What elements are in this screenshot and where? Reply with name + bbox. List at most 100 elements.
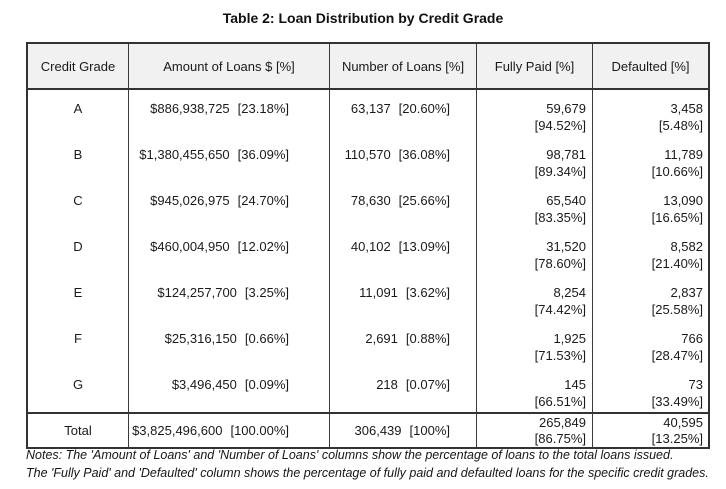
fully-paid-value: 145 (564, 377, 586, 392)
cell-defaulted: 73 [33.49%] (593, 366, 708, 412)
cell-fully-paid: 31,520 [78.60%] (477, 228, 593, 274)
defaulted-pct: [21.40%] (651, 256, 703, 271)
number-value: 78,630 (350, 193, 391, 208)
number-pct: [0.88%] (405, 331, 450, 346)
loan-distribution-table: Credit Grade Amount of Loans $ [%] Numbe… (26, 42, 710, 449)
fully-paid-pct: [71.53%] (534, 348, 586, 363)
fully-paid-value: 59,679 (546, 101, 586, 116)
cell-fully-paid: 8,254 [74.42%] (477, 274, 593, 320)
cell-amount: $1,380,455,650 [36.09%] (129, 136, 330, 182)
notes-line-1: Notes: The 'Amount of Loans' and 'Number… (26, 448, 674, 462)
table-title: Table 2: Loan Distribution by Credit Gra… (222, 10, 504, 26)
cell-grade: A (28, 90, 129, 136)
number-pct: [36.08%] (398, 147, 450, 162)
defaulted-value: 40,595 (663, 415, 703, 430)
header-fully-paid: Fully Paid [%] (477, 44, 593, 88)
header-credit-grade: Credit Grade (28, 44, 129, 88)
number-value: 63,137 (350, 101, 391, 116)
cell-fully-paid: 65,540 [83.35%] (477, 182, 593, 228)
cell-number-total: 306,439 [100%] (330, 414, 477, 447)
number-pct: [13.09%] (398, 239, 450, 254)
fully-paid-pct: [74.42%] (534, 302, 586, 317)
table-header-row: Credit Grade Amount of Loans $ [%] Numbe… (28, 44, 708, 90)
defaulted-value: 73 (688, 377, 703, 392)
amount-value: $25,316,150 (164, 331, 237, 346)
cell-defaulted: 13,090 [16.65%] (593, 182, 708, 228)
cell-fully-paid: 59,679 [94.52%] (477, 90, 593, 136)
amount-pct: [23.18%] (237, 101, 289, 116)
table-row-grade-b: B $1,380,455,650 [36.09%] 110,570 [36.08%]… (28, 136, 708, 182)
fully-paid-pct: [86.75%] (534, 431, 586, 446)
fully-paid-value: 8,254 (553, 285, 586, 300)
amount-pct: [36.09%] (237, 147, 289, 162)
fully-paid-value: 31,520 (546, 239, 586, 254)
cell-number: 63,137 [20.60%] (330, 90, 477, 136)
number-value: 110,570 (344, 147, 391, 162)
cell-grade-total: Total (28, 414, 129, 447)
number-pct: [3.62%] (405, 285, 450, 300)
table-row-grade-d: D $460,004,950 [12.02%] 40,102 [13.09%] 31… (28, 228, 708, 274)
cell-number: 78,630 [25.66%] (330, 182, 477, 228)
fully-paid-value: 65,540 (546, 193, 586, 208)
amount-value: $3,825,496,600 (132, 423, 223, 438)
fully-paid-pct: [94.52%] (534, 118, 586, 133)
fully-paid-value: 265,849 (539, 415, 586, 430)
defaulted-pct: [5.48%] (658, 118, 703, 133)
cell-defaulted: 8,582 [21.40%] (593, 228, 708, 274)
header-defaulted: Defaulted [%] (611, 58, 690, 74)
defaulted-pct: [28.47%] (651, 348, 703, 363)
amount-value: $945,026,975 (150, 193, 230, 208)
fully-paid-pct: [78.60%] (534, 256, 586, 271)
cell-number: 2,691 [0.88%] (330, 320, 477, 366)
number-value: 40,102 (350, 239, 391, 254)
number-pct: [25.66%] (398, 193, 450, 208)
number-value: 306,439 (354, 423, 402, 438)
cell-fully-paid: 98,781 [89.34%] (477, 136, 593, 182)
number-pct: [100%] (409, 423, 450, 438)
cell-grade: C (28, 182, 129, 228)
cell-grade: B (28, 136, 129, 182)
defaulted-value: 3,458 (670, 101, 703, 116)
cell-grade: F (28, 320, 129, 366)
table-row-grade-e: E $124,257,700 [3.25%] 11,091 [3.62%] 8,25… (28, 274, 708, 320)
number-pct: [20.60%] (398, 101, 450, 116)
defaulted-value: 13,090 (663, 193, 703, 208)
cell-amount: $460,004,950 [12.02%] (129, 228, 330, 274)
amount-pct: [0.09%] (244, 377, 289, 392)
cell-number: 110,570 [36.08%] (330, 136, 477, 182)
defaulted-pct: [16.65%] (651, 210, 703, 225)
defaulted-value: 11,789 (664, 147, 703, 162)
defaulted-pct: [10.66%] (651, 164, 703, 179)
cell-amount: $25,316,150 [0.66%] (129, 320, 330, 366)
header-number-of-loans: Number of Loans [%] (330, 44, 477, 88)
notes-line-2: The 'Fully Paid' and 'Defaulted' column … (26, 465, 709, 480)
table-row-grade-g: G $3,496,450 [0.09%] 218 [0.07%] 145 [66.51… (28, 366, 708, 412)
defaulted-value: 766 (681, 331, 703, 346)
cell-amount-total: $3,825,496,600 [100.00%] (129, 414, 330, 447)
cell-fully-paid: 1,925 [71.53%] (477, 320, 593, 366)
cell-fully-paid-total: 265,849 [86.75%] (477, 414, 593, 447)
amount-pct: [0.66%] (244, 331, 289, 346)
amount-value: $3,496,450 (171, 377, 237, 392)
defaulted-value: 8,582 (670, 239, 703, 254)
amount-value: $124,257,700 (157, 285, 237, 300)
defaulted-pct: [13.25%] (651, 431, 703, 446)
number-pct: [0.07%] (405, 377, 450, 392)
cell-fully-paid: 145 [66.51%] (477, 366, 593, 412)
cell-grade: G (28, 366, 129, 412)
amount-pct: [100.00%] (230, 423, 289, 438)
fully-paid-pct: [83.35%] (534, 210, 586, 225)
fully-paid-pct: [66.51%] (534, 394, 586, 409)
cell-defaulted: 11,789 [10.66%] (593, 136, 708, 182)
table-notes: Notes: The 'Amount of Loans' and 'Number… (26, 447, 716, 482)
defaulted-pct: [33.49%] (651, 394, 703, 409)
cell-defaulted: 766 [28.47%] (593, 320, 708, 366)
table-row-grade-a: A $886,938,725 [23.18%] 63,137 [20.60%] 59… (28, 90, 708, 136)
cell-number: 11,091 [3.62%] (330, 274, 477, 320)
cell-grade: E (28, 274, 129, 320)
amount-pct: [24.70%] (237, 193, 289, 208)
number-value: 2,691 (365, 331, 398, 346)
cell-defaulted: 3,458 [5.48%] (593, 90, 708, 136)
amount-pct: [12.02%] (237, 239, 289, 254)
